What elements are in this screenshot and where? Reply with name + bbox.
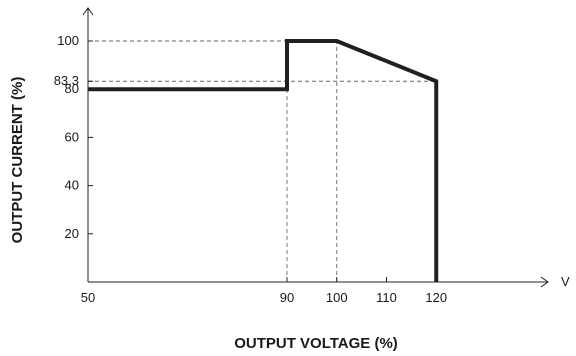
y-tick-label: 60 xyxy=(65,129,79,144)
series xyxy=(88,39,439,282)
axes xyxy=(82,7,549,288)
x-axis-arrow xyxy=(540,276,549,288)
y-tick-label: 100 xyxy=(57,33,79,48)
x-axis-unit-label: V xyxy=(561,274,570,289)
x-tick-label: 120 xyxy=(425,290,447,305)
y-tick-label: 80 xyxy=(65,81,79,96)
y-tick-label: 83.3 xyxy=(54,73,79,88)
y-axis-arrow xyxy=(82,7,94,16)
x-tick-label: 90 xyxy=(280,290,294,305)
derating-curve xyxy=(88,39,439,282)
y-tick-label: 40 xyxy=(65,178,79,193)
y-axis-title: OUTPUT CURRENT (%) xyxy=(9,77,26,244)
x-tick-label: 50 xyxy=(81,290,95,305)
x-tick-label: 100 xyxy=(326,290,348,305)
x-tick-label: 110 xyxy=(376,290,397,305)
y-tick-label: 20 xyxy=(65,226,79,241)
x-axis-title: OUTPUT VOLTAGE (%) xyxy=(234,335,398,352)
reference-lines xyxy=(88,40,437,282)
